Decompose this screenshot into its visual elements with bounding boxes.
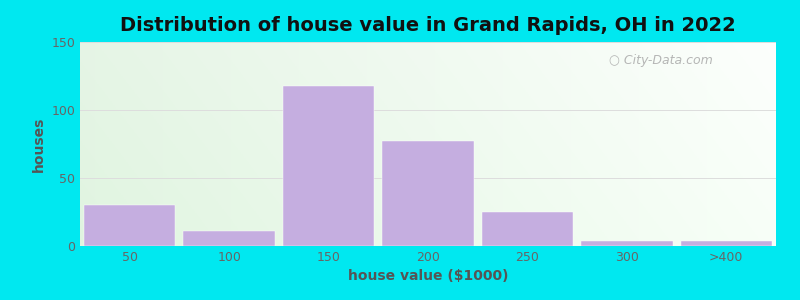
Y-axis label: houses: houses	[32, 116, 46, 172]
Bar	[681, 241, 772, 246]
Bar	[581, 241, 673, 246]
X-axis label: house value ($1000): house value ($1000)	[348, 269, 508, 284]
Bar	[482, 212, 573, 246]
Bar	[283, 85, 374, 246]
Bar	[183, 231, 275, 246]
Bar	[84, 205, 175, 246]
Title: Distribution of house value in Grand Rapids, OH in 2022: Distribution of house value in Grand Rap…	[120, 16, 736, 35]
Bar	[382, 141, 474, 246]
Text: ○ City-Data.com: ○ City-Data.com	[609, 54, 713, 67]
